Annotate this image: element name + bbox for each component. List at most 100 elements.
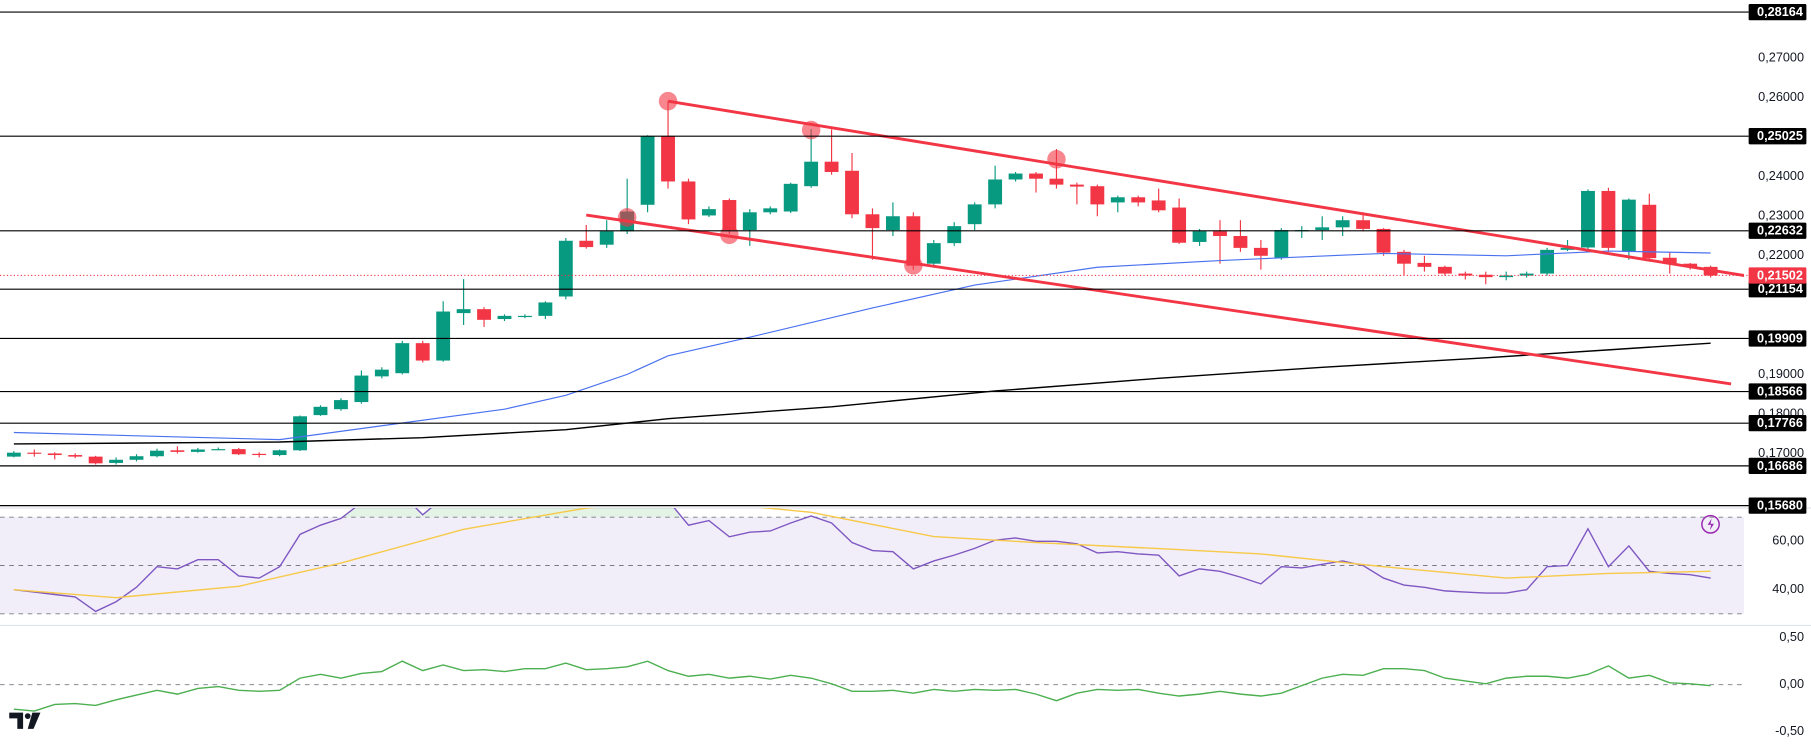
y-tick-label: 40,00	[1772, 581, 1804, 596]
alert-icon[interactable]	[1701, 514, 1720, 534]
current-price-box	[1748, 267, 1807, 284]
candle-body	[313, 406, 328, 416]
level-label-box	[1748, 281, 1807, 298]
candle-body	[477, 309, 491, 320]
candle-body	[170, 450, 185, 452]
candle-body	[1151, 200, 1166, 211]
candle-body	[1478, 274, 1493, 278]
level-label-box	[1748, 383, 1807, 400]
trendline-touch	[801, 120, 821, 140]
candle-body	[906, 216, 921, 266]
level-label: 0,22632	[1757, 223, 1803, 238]
level-label-box	[1748, 415, 1807, 432]
logo-part	[24, 713, 31, 720]
y-tick-label: 0,19000	[1758, 366, 1804, 381]
y-tick-label: 0,26000	[1758, 89, 1804, 104]
candle-body	[129, 456, 144, 460]
candle-body	[579, 240, 594, 248]
level-label: 0,25025	[1757, 128, 1803, 143]
candle-body	[1008, 173, 1023, 180]
y-tick-label: 0,27000	[1758, 49, 1804, 64]
candle-body	[1253, 247, 1268, 256]
candle-body	[640, 135, 655, 205]
level-label: 0,17766	[1757, 415, 1803, 430]
candle-body	[1581, 190, 1595, 248]
y-tick-label: 0,00	[1779, 676, 1804, 691]
candle-body	[845, 170, 859, 215]
candle-body	[1029, 173, 1043, 179]
candle-body	[190, 449, 205, 452]
candle-body	[763, 208, 778, 213]
candle-body	[783, 183, 798, 212]
level-label: 0,21154	[1758, 281, 1804, 296]
candle-body	[6, 452, 21, 457]
candle-body	[27, 452, 42, 454]
y-tick-label: 0,24000	[1758, 168, 1804, 183]
candle-body	[334, 400, 348, 410]
level-label-box	[1748, 497, 1807, 514]
candle-body	[211, 449, 226, 451]
candle-body	[354, 375, 369, 403]
y-tick-label: 0,22000	[1758, 247, 1804, 262]
candle-body	[1458, 273, 1473, 276]
candle-body	[967, 204, 982, 225]
series-line	[13, 508, 1711, 599]
candle-body	[558, 240, 573, 297]
candle-body	[231, 449, 246, 455]
level-label: 0,28164	[1757, 4, 1804, 19]
candle-body	[395, 343, 410, 374]
candle-body	[988, 179, 1003, 205]
candle-body	[88, 456, 103, 464]
candle-body	[374, 369, 389, 377]
candle-body	[1192, 231, 1207, 242]
level-label-box	[1748, 457, 1807, 475]
y-tick-label: -0,50	[1775, 723, 1804, 738]
candle-body	[1601, 190, 1616, 248]
candle-body	[1356, 220, 1371, 229]
candle-body	[497, 315, 512, 320]
candle-body	[1621, 199, 1636, 252]
level-label-box	[1748, 3, 1807, 21]
overbought-fill	[13, 508, 1711, 518]
candle-body	[681, 181, 696, 220]
alert-circle[interactable]	[1701, 514, 1720, 534]
tradingview-logo	[9, 712, 41, 729]
y-tick-label: 60,00	[1772, 533, 1804, 548]
candle-body	[1172, 207, 1187, 243]
level-label: 0,16686	[1757, 458, 1803, 473]
level-label: 0,19909	[1757, 330, 1803, 345]
candle-body	[1499, 275, 1514, 278]
level-label-box	[1748, 222, 1807, 239]
candle-body	[1090, 186, 1105, 205]
alert-bolt[interactable]	[1707, 518, 1714, 531]
trendline	[586, 213, 1732, 386]
y-tick-label: 0,23000	[1758, 208, 1804, 223]
candle-body	[1397, 251, 1411, 264]
trendline	[667, 99, 1745, 277]
candle-body	[1683, 263, 1698, 267]
pane	[0, 508, 1745, 615]
trendline-touch	[904, 255, 923, 275]
series-line	[13, 342, 1711, 445]
candle-body	[109, 459, 124, 463]
series-line	[13, 508, 1711, 613]
candle-body	[1274, 230, 1289, 258]
candle-body	[1376, 228, 1391, 253]
candle-body	[1049, 178, 1064, 185]
candle-body	[824, 161, 839, 172]
candle-body	[722, 200, 737, 231]
trendline-touch	[658, 91, 678, 111]
candle-body	[1131, 197, 1146, 203]
candle-body	[661, 135, 675, 182]
y-tick-label: 0,17000	[1758, 445, 1804, 460]
level-label: 0,18566	[1757, 383, 1803, 398]
candle-body	[518, 315, 532, 318]
logo-part	[9, 712, 24, 729]
trendline-touch	[720, 225, 739, 245]
level-label-box	[1748, 128, 1807, 145]
logo-part	[27, 712, 41, 729]
candle-body	[865, 214, 880, 229]
level-label-box	[1748, 330, 1807, 347]
candle-body	[1335, 220, 1350, 228]
